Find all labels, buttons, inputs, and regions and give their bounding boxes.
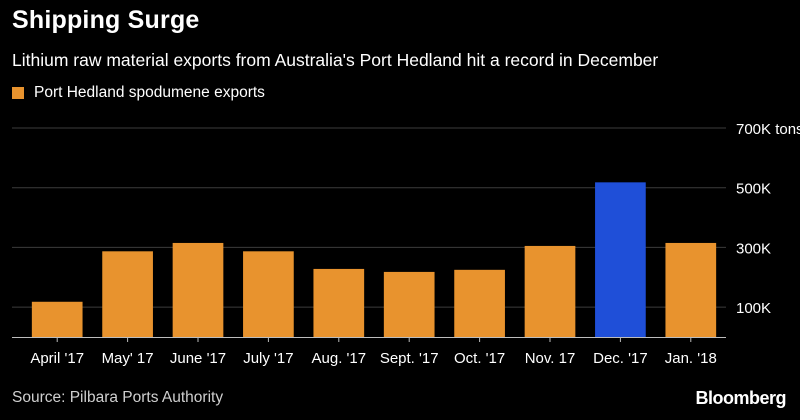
- x-tick-label: June '17: [170, 350, 226, 367]
- x-tick-label: Nov. 17: [525, 350, 576, 367]
- x-tick-label: Dec. '17: [593, 350, 648, 367]
- legend-label: Port Hedland spodumene exports: [34, 84, 265, 101]
- y-tick-label: 500K: [736, 181, 771, 198]
- chart-title: Shipping Surge: [12, 6, 200, 34]
- x-tick-label: Oct. '17: [454, 350, 505, 367]
- y-tick-label: 100K: [736, 300, 771, 317]
- bar: [595, 182, 646, 337]
- y-tick-label: 700K tons: [736, 121, 800, 138]
- x-tick-label: April '17: [30, 350, 84, 367]
- source-note: Source: Pilbara Ports Authority: [12, 389, 224, 406]
- bar: [172, 242, 224, 337]
- y-tick-label: 300K: [736, 240, 771, 257]
- x-tick-label: May' 17: [102, 350, 154, 367]
- bar: [454, 269, 505, 337]
- chart-subtitle: Lithium raw material exports from Austra…: [12, 50, 659, 70]
- brand-logo: Bloomberg: [695, 388, 786, 408]
- bar: [383, 271, 435, 337]
- x-tick-label: Sept. '17: [380, 350, 439, 367]
- x-tick-label: July '17: [243, 350, 293, 367]
- bar: [243, 251, 294, 337]
- legend: Port Hedland spodumene exports: [12, 84, 265, 102]
- x-tick-label: Aug. '17: [312, 350, 367, 367]
- bar: [665, 242, 717, 337]
- bar: [102, 251, 153, 337]
- bar: [313, 268, 365, 337]
- x-tick-label: Jan. '18: [665, 350, 717, 367]
- legend-swatch: [12, 87, 24, 99]
- bar: [31, 301, 83, 337]
- bar: [524, 245, 576, 337]
